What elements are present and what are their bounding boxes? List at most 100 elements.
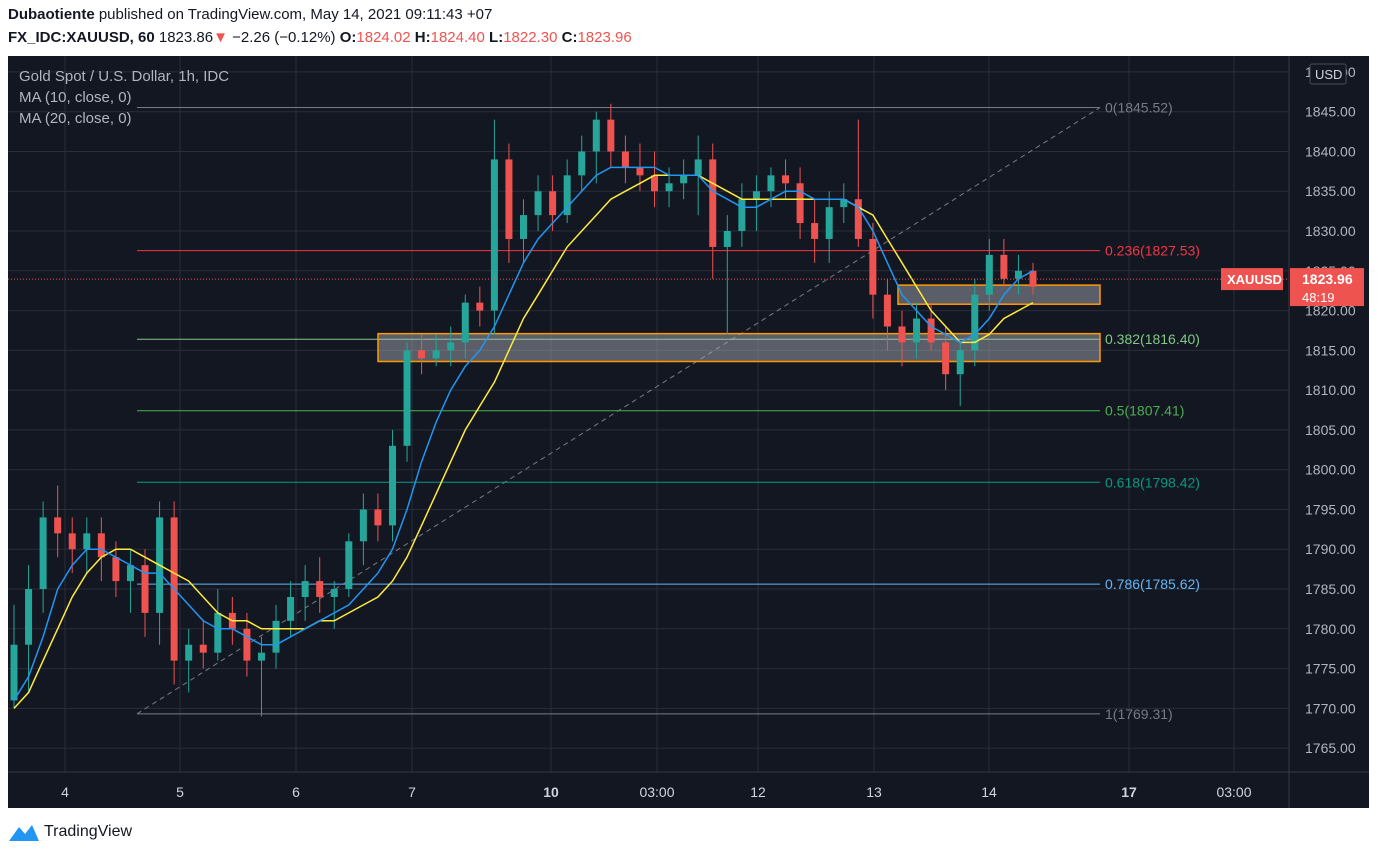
candle-body	[490, 159, 498, 311]
x-tick-label: 14	[981, 784, 997, 800]
footer-brand: TradingView	[8, 820, 132, 844]
candle-body	[476, 302, 484, 311]
open-value: 1824.02	[356, 29, 411, 46]
candle-body	[621, 151, 629, 168]
y-tick-label: 1800.00	[1305, 462, 1356, 478]
y-tick-label: 1765.00	[1305, 740, 1356, 756]
ma20-legend[interactable]: MA (20, close, 0)	[19, 110, 132, 127]
candle-body	[432, 350, 440, 359]
symbol-badge	[1221, 268, 1283, 291]
x-tick-label: 5	[176, 784, 184, 800]
candle-body	[287, 596, 295, 621]
candle-body	[97, 533, 105, 558]
candle-body	[825, 207, 833, 239]
candle-body	[214, 612, 222, 653]
candle-body	[141, 565, 149, 613]
candle-body	[112, 557, 120, 582]
candle-body	[636, 167, 644, 176]
low-value: 1822.30	[503, 29, 558, 46]
candle-body	[752, 191, 760, 200]
candle-body	[883, 294, 891, 327]
x-tick-label: 7	[408, 784, 416, 800]
candle-body	[447, 342, 455, 351]
candle-body	[257, 652, 265, 661]
candle-body	[374, 509, 382, 526]
candle-body	[607, 119, 615, 152]
author-name[interactable]: Dubaotiente	[8, 6, 95, 23]
candle-body	[913, 318, 921, 343]
low-label: L:	[489, 29, 504, 46]
bar-countdown: 48:19	[1302, 290, 1335, 305]
candle-body	[126, 565, 134, 582]
candle-body	[1014, 270, 1022, 279]
ma10-legend[interactable]: MA (10, close, 0)	[19, 89, 132, 106]
high-label: H:	[414, 29, 431, 46]
ma10-line	[13, 166, 1034, 701]
fib-level-label: 0(1845.52)	[1105, 100, 1173, 116]
x-tick-label: 03:00	[639, 784, 674, 800]
y-tick-label: 1805.00	[1305, 422, 1356, 438]
candle-body	[520, 215, 527, 239]
candle-body	[723, 231, 731, 247]
candle-body	[403, 350, 411, 446]
y-tick-label: 1810.00	[1305, 382, 1356, 398]
y-tick-label: 1785.00	[1305, 581, 1356, 597]
y-tick-label: 1835.00	[1305, 183, 1356, 199]
candle-body	[388, 445, 396, 526]
fib-level-label: 0.786(1785.62)	[1105, 576, 1200, 592]
x-tick-label: 6	[292, 784, 300, 800]
y-tick-label: 1775.00	[1305, 661, 1356, 677]
candle-body	[301, 581, 309, 597]
candle-body	[738, 199, 746, 232]
candle-body	[359, 509, 367, 542]
price-chart[interactable]: 1850.001845.001840.001835.001830.001825.…	[8, 56, 1369, 808]
ma20-line	[13, 174, 1034, 709]
chart-title: Gold Spot / U.S. Dollar, 1h, IDC	[19, 68, 230, 85]
price-change: −2.26 (−0.12%)	[232, 29, 336, 46]
candle-body	[694, 159, 702, 176]
support-zone	[897, 284, 1101, 305]
y-tick-label: 1780.00	[1305, 621, 1356, 637]
tradingview-brand-text: TradingView	[44, 823, 133, 840]
close-value: 1823.96	[577, 29, 632, 46]
fib-level-label: 0.618(1798.42)	[1105, 474, 1200, 490]
support-zone	[377, 332, 1101, 363]
candle-body	[869, 238, 877, 295]
x-tick-label: 13	[866, 784, 882, 800]
x-tick-label: 12	[750, 784, 766, 800]
candle-body	[505, 159, 513, 239]
candle-body	[25, 589, 33, 645]
candle-body	[199, 644, 207, 653]
publish-info: Dubaotiente published on TradingView.com…	[8, 6, 492, 23]
candle-body	[578, 151, 586, 176]
currency-label: USD	[1315, 67, 1342, 82]
candle-body	[840, 199, 848, 208]
candle-body	[592, 119, 600, 152]
published-text: published on TradingView.com, May 14, 20…	[94, 6, 493, 23]
candle-body	[854, 199, 862, 239]
candle-body	[985, 254, 993, 295]
candle-body	[767, 175, 775, 192]
candle-body	[1000, 254, 1008, 279]
candle-body	[665, 183, 673, 192]
y-tick-label: 1790.00	[1305, 541, 1356, 557]
candle-body	[811, 223, 819, 239]
symbol-label: FX_IDC:XAUUSD, 60	[8, 29, 155, 46]
fib-level-label: 0.5(1807.41)	[1105, 403, 1184, 419]
y-tick-label: 1840.00	[1305, 143, 1356, 159]
candle-body	[680, 175, 688, 184]
fib-level-label: 0.236(1827.53)	[1105, 243, 1200, 259]
y-tick-label: 1845.00	[1305, 104, 1356, 120]
candle-body	[461, 302, 469, 343]
y-tick-label: 1815.00	[1305, 342, 1356, 358]
candle-body	[272, 620, 280, 653]
candle-body	[83, 533, 91, 550]
open-label: O:	[339, 29, 357, 46]
candle-body	[316, 581, 324, 597]
x-tick-label: 03:00	[1216, 784, 1251, 800]
chart-panel[interactable]: 1850.001845.001840.001835.001830.001825.…	[8, 56, 1369, 808]
candle-body	[345, 541, 353, 590]
fib-level-label: 1(1769.31)	[1105, 706, 1173, 722]
candle-body	[243, 628, 251, 661]
candle-body	[942, 342, 950, 375]
